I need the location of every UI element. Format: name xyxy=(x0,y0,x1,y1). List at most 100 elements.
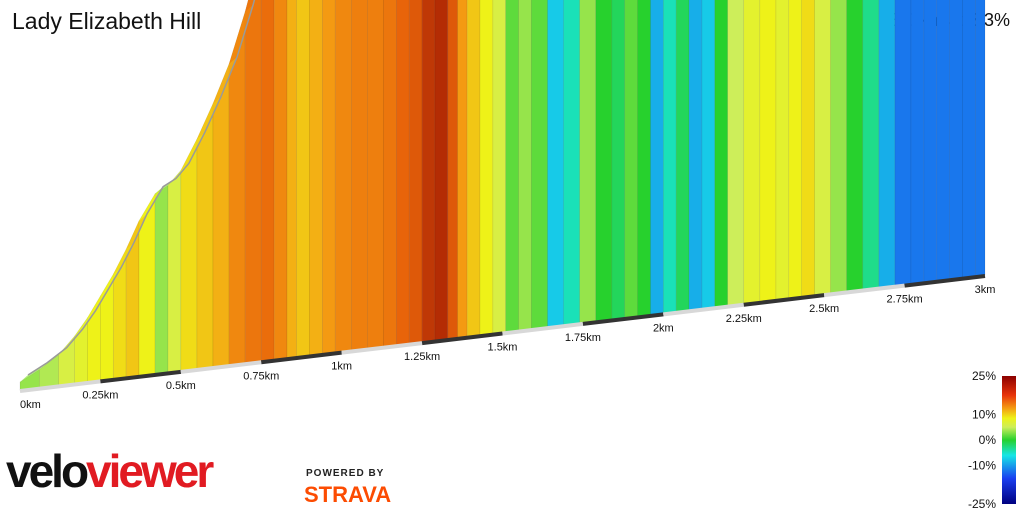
profile-segment xyxy=(466,0,481,338)
profile-segment xyxy=(367,0,384,349)
profile-segment xyxy=(910,0,925,285)
distance-axis-bar xyxy=(180,360,262,374)
profile-segment xyxy=(396,0,410,346)
profile-segment-top xyxy=(180,132,205,171)
profile-segment xyxy=(322,0,336,355)
distance-tick-label: 1km xyxy=(331,361,352,373)
profile-segment xyxy=(949,0,963,280)
profile-segment-top xyxy=(113,242,135,275)
profile-segment xyxy=(688,0,703,311)
profile-segment xyxy=(801,0,815,298)
profile-segment xyxy=(650,0,664,316)
profile-segment xyxy=(923,0,938,283)
distance-axis-bar xyxy=(261,350,342,365)
profile-segment xyxy=(624,0,638,319)
profile-segment xyxy=(830,0,847,294)
profile-segment-top xyxy=(229,4,254,64)
profile-segment xyxy=(296,0,310,358)
distance-axis-bar xyxy=(582,312,664,326)
profile-segment xyxy=(579,0,597,324)
profile-segment xyxy=(714,0,728,308)
profile-segment xyxy=(894,0,912,287)
distance-tick-label: 0.5km xyxy=(166,380,196,392)
distance-axis-bar xyxy=(421,331,503,346)
profile-segment xyxy=(775,0,790,301)
distance-axis-bar xyxy=(341,341,423,355)
distance-axis-bar xyxy=(19,379,101,393)
profile-segment xyxy=(563,0,581,326)
profile-segment xyxy=(518,0,532,331)
distance-tick-label: 1.5km xyxy=(488,342,518,354)
gradient-legend-label: -25% xyxy=(968,497,996,511)
strava-logo: STRAVA xyxy=(304,482,392,507)
profile-segment xyxy=(309,0,323,356)
profile-segment xyxy=(434,0,449,341)
profile-segment xyxy=(58,335,75,386)
distance-axis-bar xyxy=(823,283,905,298)
profile-segment xyxy=(878,0,896,288)
distance-axis-bar xyxy=(663,302,744,317)
distance-axis-bar xyxy=(904,274,986,288)
profile-segment xyxy=(975,0,986,277)
profile-segment xyxy=(701,0,716,310)
profile-segment-top xyxy=(100,267,122,296)
profile-segment xyxy=(479,0,494,336)
powered-by-label: POWERED BY xyxy=(306,468,385,479)
profile-segment xyxy=(743,0,761,305)
profile-segment xyxy=(260,0,275,362)
profile-segment xyxy=(663,0,677,314)
profile-segment xyxy=(351,0,368,351)
profile-segment xyxy=(273,0,288,361)
distance-axis-bar xyxy=(743,293,825,307)
distance-axis-bar xyxy=(502,321,584,336)
profile-segment-top xyxy=(126,213,148,250)
distance-axis-bar xyxy=(100,369,182,384)
distance-tick-label: 1.25km xyxy=(404,351,440,363)
profile-segment xyxy=(814,0,831,296)
profile-segment xyxy=(611,0,626,320)
gradient-legend-label: 10% xyxy=(972,407,996,421)
profile-segment xyxy=(505,0,519,333)
profile-segment xyxy=(936,0,950,282)
distance-tick-label: 0.75km xyxy=(243,370,279,382)
profile-segment xyxy=(334,0,352,353)
profile-segment xyxy=(421,0,436,343)
profile-segment-top xyxy=(196,96,221,140)
profile-segment xyxy=(595,0,613,322)
profile-segment xyxy=(408,0,423,344)
distance-tick-label: 0.25km xyxy=(82,389,118,401)
profile-segment xyxy=(727,0,745,307)
profile-segment xyxy=(547,0,564,328)
climb-title: Lady Elizabeth Hill xyxy=(12,8,202,34)
profile-segment xyxy=(846,0,864,292)
profile-outline xyxy=(27,0,256,376)
gradient-legend-label: 0% xyxy=(979,433,997,447)
profile-segment xyxy=(637,0,651,317)
profile-segment xyxy=(675,0,690,313)
profile-segment xyxy=(457,0,468,339)
gradient-legend-label: 25% xyxy=(972,369,996,383)
profile-segment xyxy=(180,139,198,372)
profile-segment xyxy=(962,0,976,279)
profile-segment xyxy=(286,0,297,359)
gradient-legend-label: -10% xyxy=(968,459,996,473)
distance-tick-label: 2km xyxy=(653,322,674,334)
profile-segment xyxy=(154,184,169,375)
profile-segment-top xyxy=(245,0,255,12)
profile-segment xyxy=(759,0,777,303)
distance-tick-label: 2.25km xyxy=(726,313,762,325)
distance-tick-label: 3km xyxy=(975,284,996,296)
distance-tick-label: 2.5km xyxy=(809,303,839,315)
profile-segment xyxy=(492,0,507,334)
profile-segment xyxy=(38,354,59,389)
profile-segment xyxy=(862,0,880,290)
profile-segment xyxy=(447,0,458,340)
profile-segment-top xyxy=(213,56,238,104)
veloviewer-logo: veloviewer xyxy=(6,445,214,497)
profile-segment xyxy=(788,0,802,299)
profile-segment xyxy=(531,0,548,330)
profile-segment xyxy=(383,0,397,348)
gradient-legend-bar xyxy=(1002,376,1016,504)
distance-tick-label: 1.75km xyxy=(565,332,601,344)
